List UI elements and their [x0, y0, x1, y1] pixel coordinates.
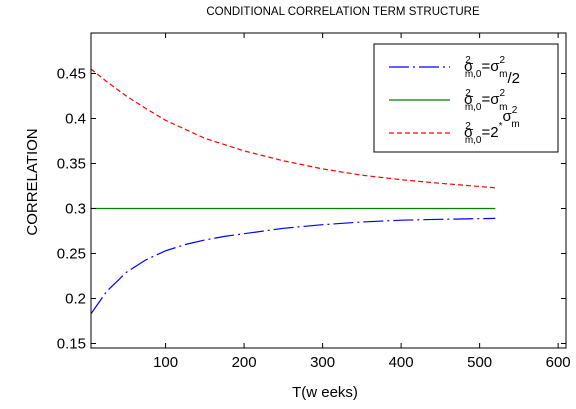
x-tick-label: 400	[389, 354, 414, 371]
y-axis-label: CORRELATION	[24, 128, 41, 235]
y-tick-label: 0.25	[57, 246, 86, 263]
x-tick-label: 600	[546, 354, 571, 371]
x-tick-label: 500	[467, 354, 492, 371]
series-line-3	[90, 68, 496, 189]
y-tick-label: 0.3	[65, 201, 86, 218]
y-tick-label: 0.4	[65, 111, 86, 128]
y-tick-label: 0.15	[57, 336, 86, 353]
x-tick-label: 100	[153, 354, 178, 371]
axes: 100 200 300 400 500 600 0.15 0.2 0.25 0.3 0.35 0.4 0…	[57, 32, 571, 371]
legend: σ2 m,0=σ2 m/2σ2 m,0=σ2 mσ2 m,0=2*σ2 m	[373, 43, 559, 153]
y-tick-label: 0.45	[57, 66, 86, 83]
legend-label-1: σ2 m,0=σ2 m/2	[464, 55, 520, 87]
chart-title: CONDITIONAL CORRELATION TERM STRUCTURE	[206, 6, 480, 18]
y-tick-label: 0.35	[57, 156, 86, 173]
legend-label-2: σ2 m,0=σ2 m	[464, 88, 507, 113]
legend-label-3: σ2 m,0=2*σ2 m	[464, 105, 520, 146]
legend-box	[373, 43, 559, 153]
series-line-1	[90, 217, 496, 315]
x-tick-label: 200	[232, 354, 257, 371]
axes-frame	[90, 32, 567, 349]
x-tick-label: 300	[310, 354, 335, 371]
y-tick-label: 0.2	[65, 291, 86, 308]
x-axis-label: T(w eeks)	[292, 384, 358, 401]
